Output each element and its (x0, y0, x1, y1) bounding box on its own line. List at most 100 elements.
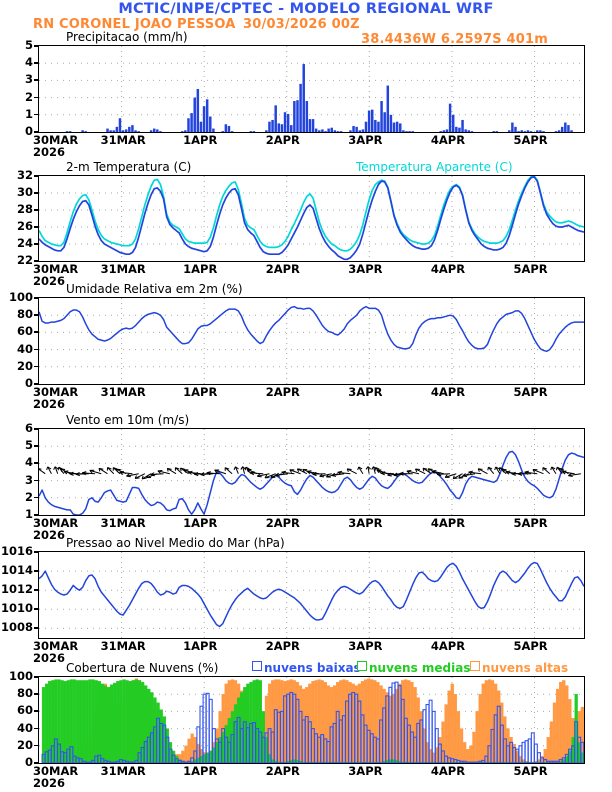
ytick-mark (34, 96, 38, 99)
ytick-mark (34, 383, 38, 385)
ytick-vento-1: 1 (24, 507, 33, 521)
plot-area-vento (38, 428, 585, 516)
xtick-pressao-3APR: 3APR (348, 639, 383, 653)
ytick-precipitacao-3: 3 (24, 72, 33, 87)
ytick-mark (34, 209, 38, 211)
ytick-precipitacao-0: 0 (24, 124, 33, 138)
plot-area-umidade (38, 297, 585, 385)
xtick-vento-5APR: 5APR (513, 516, 548, 530)
ytick-mark (34, 175, 38, 177)
panel-title-pressao: Pressao ao Nivel Medio do Mar (hPa) (66, 536, 285, 550)
xtick-pressao-1APR: 1APR (183, 639, 218, 653)
ytick-mark (34, 331, 38, 333)
ytick-pressao-1012: 1012 (0, 582, 33, 597)
legend-nuvens-baixas: nuvens baixas (252, 661, 361, 675)
xtick-temperatura-31MAR: 31MAR (100, 262, 146, 276)
xtick-pressao-2APR: 2APR (265, 639, 300, 653)
xtick-temperatura-1APR: 1APR (183, 262, 218, 276)
xtick-temperatura-30MAR: 30MAR (33, 262, 79, 276)
station-name: RN CORONEL JOAO PESSOA (33, 17, 236, 32)
ytick-mark (34, 710, 38, 712)
xtick-nuvens-1APR: 1APR (183, 764, 218, 778)
ytick-umidade-80: 80 (16, 307, 33, 322)
ytick-vento-3: 3 (24, 472, 33, 487)
ytick-mark (34, 348, 38, 351)
ytick-vento-6: 6 (24, 421, 33, 435)
xtick-pressao-31MAR: 31MAR (100, 639, 146, 653)
panel-title-nuvens: Cobertura de Nuvens (%) (66, 661, 219, 675)
legend-temperatura-aparente: Temperatura Aparente (C) (356, 160, 513, 174)
xtick-umidade-2APR: 2APR (265, 385, 300, 399)
ytick-precipitacao-2: 2 (24, 89, 33, 104)
ytick-nuvens-100: 100 (8, 669, 33, 683)
ytick-umidade-100: 100 (8, 290, 33, 304)
legend-swatch-icon (470, 661, 480, 671)
xtick-temperatura-2APR: 2APR (265, 262, 300, 276)
ytick-nuvens-40: 40 (16, 720, 33, 735)
xtick-temperatura-3APR: 3APR (348, 262, 383, 276)
xtick-precipitacao-3APR: 3APR (348, 133, 383, 147)
legend-swatch-icon (252, 661, 262, 671)
xtick-vento-31MAR: 31MAR (100, 516, 146, 530)
plot-area-temperatura (38, 175, 585, 262)
ytick-precipitacao-1: 1 (24, 106, 33, 121)
ytick-umidade-0: 0 (24, 376, 33, 390)
xaxis-year-pressao: 2026 (33, 651, 66, 665)
legend-swatch-icon (357, 661, 367, 671)
ytick-nuvens-60: 60 (16, 703, 33, 718)
ytick-mark (34, 479, 38, 482)
panel-title-precipitacao: Precipitacao (mm/h) (66, 30, 188, 44)
panel-title-vento: Vento em 10m (m/s) (66, 413, 190, 427)
ytick-vento-4: 4 (24, 455, 33, 470)
xtick-precipitacao-30MAR: 30MAR (33, 133, 79, 147)
legend-nuvens-altas: nuvens altas (470, 661, 568, 675)
xaxis-year-nuvens: 2026 (33, 776, 66, 790)
ytick-pressao-1010: 1010 (0, 601, 33, 616)
ytick-mark (34, 693, 38, 695)
xtick-vento-2APR: 2APR (265, 516, 300, 530)
station-coordinates: 38.4436W 6.2597S 401m (361, 32, 549, 47)
plot-area-nuvens (38, 676, 585, 764)
ytick-mark (34, 79, 38, 81)
xaxis-year-umidade: 2026 (33, 397, 66, 411)
ytick-mark (34, 192, 38, 194)
ytick-mark (34, 113, 38, 116)
ytick-mark (34, 314, 38, 316)
legend-nuvens-medias: nuvens medias (357, 661, 471, 675)
ytick-temperatura-32: 32 (16, 168, 33, 182)
ytick-mark (34, 365, 38, 368)
xtick-pressao-5APR: 5APR (513, 639, 548, 653)
xtick-umidade-1APR: 1APR (183, 385, 218, 399)
xtick-nuvens-4APR: 4APR (430, 764, 466, 778)
xtick-umidade-31MAR: 31MAR (100, 385, 146, 399)
xtick-precipitacao-1APR: 1APR (183, 133, 218, 147)
xtick-precipitacao-2APR: 2APR (265, 133, 300, 147)
ytick-mark (34, 570, 38, 572)
ytick-mark (34, 514, 38, 516)
page-title: MCTIC/INPE/CPTEC - MODELO REGIONAL WRF (118, 1, 494, 17)
ytick-temperatura-28: 28 (16, 202, 33, 216)
ytick-mark (34, 462, 38, 464)
ytick-mark (34, 226, 38, 228)
ytick-mark (34, 445, 38, 447)
xtick-vento-1APR: 1APR (183, 516, 218, 530)
ytick-umidade-20: 20 (16, 358, 33, 373)
plot-area-precipitacao (38, 45, 585, 133)
xaxis-year-temperatura: 2026 (33, 274, 66, 288)
xtick-precipitacao-5APR: 5APR (513, 133, 548, 147)
ytick-mark (34, 243, 38, 245)
ytick-mark (34, 62, 38, 64)
xaxis-year-vento: 2026 (33, 528, 66, 542)
ytick-precipitacao-4: 4 (24, 55, 33, 70)
ytick-temperatura-22: 22 (16, 253, 33, 267)
xtick-temperatura-5APR: 5APR (513, 262, 548, 276)
xtick-umidade-5APR: 5APR (513, 385, 548, 399)
ytick-mark (34, 589, 38, 591)
ytick-temperatura-26: 26 (16, 219, 33, 233)
ytick-mark (34, 551, 38, 553)
xtick-umidade-4APR: 4APR (430, 385, 466, 399)
ytick-mark (34, 744, 38, 747)
xtick-umidade-3APR: 3APR (348, 385, 383, 399)
ytick-vento-2: 2 (24, 489, 33, 504)
